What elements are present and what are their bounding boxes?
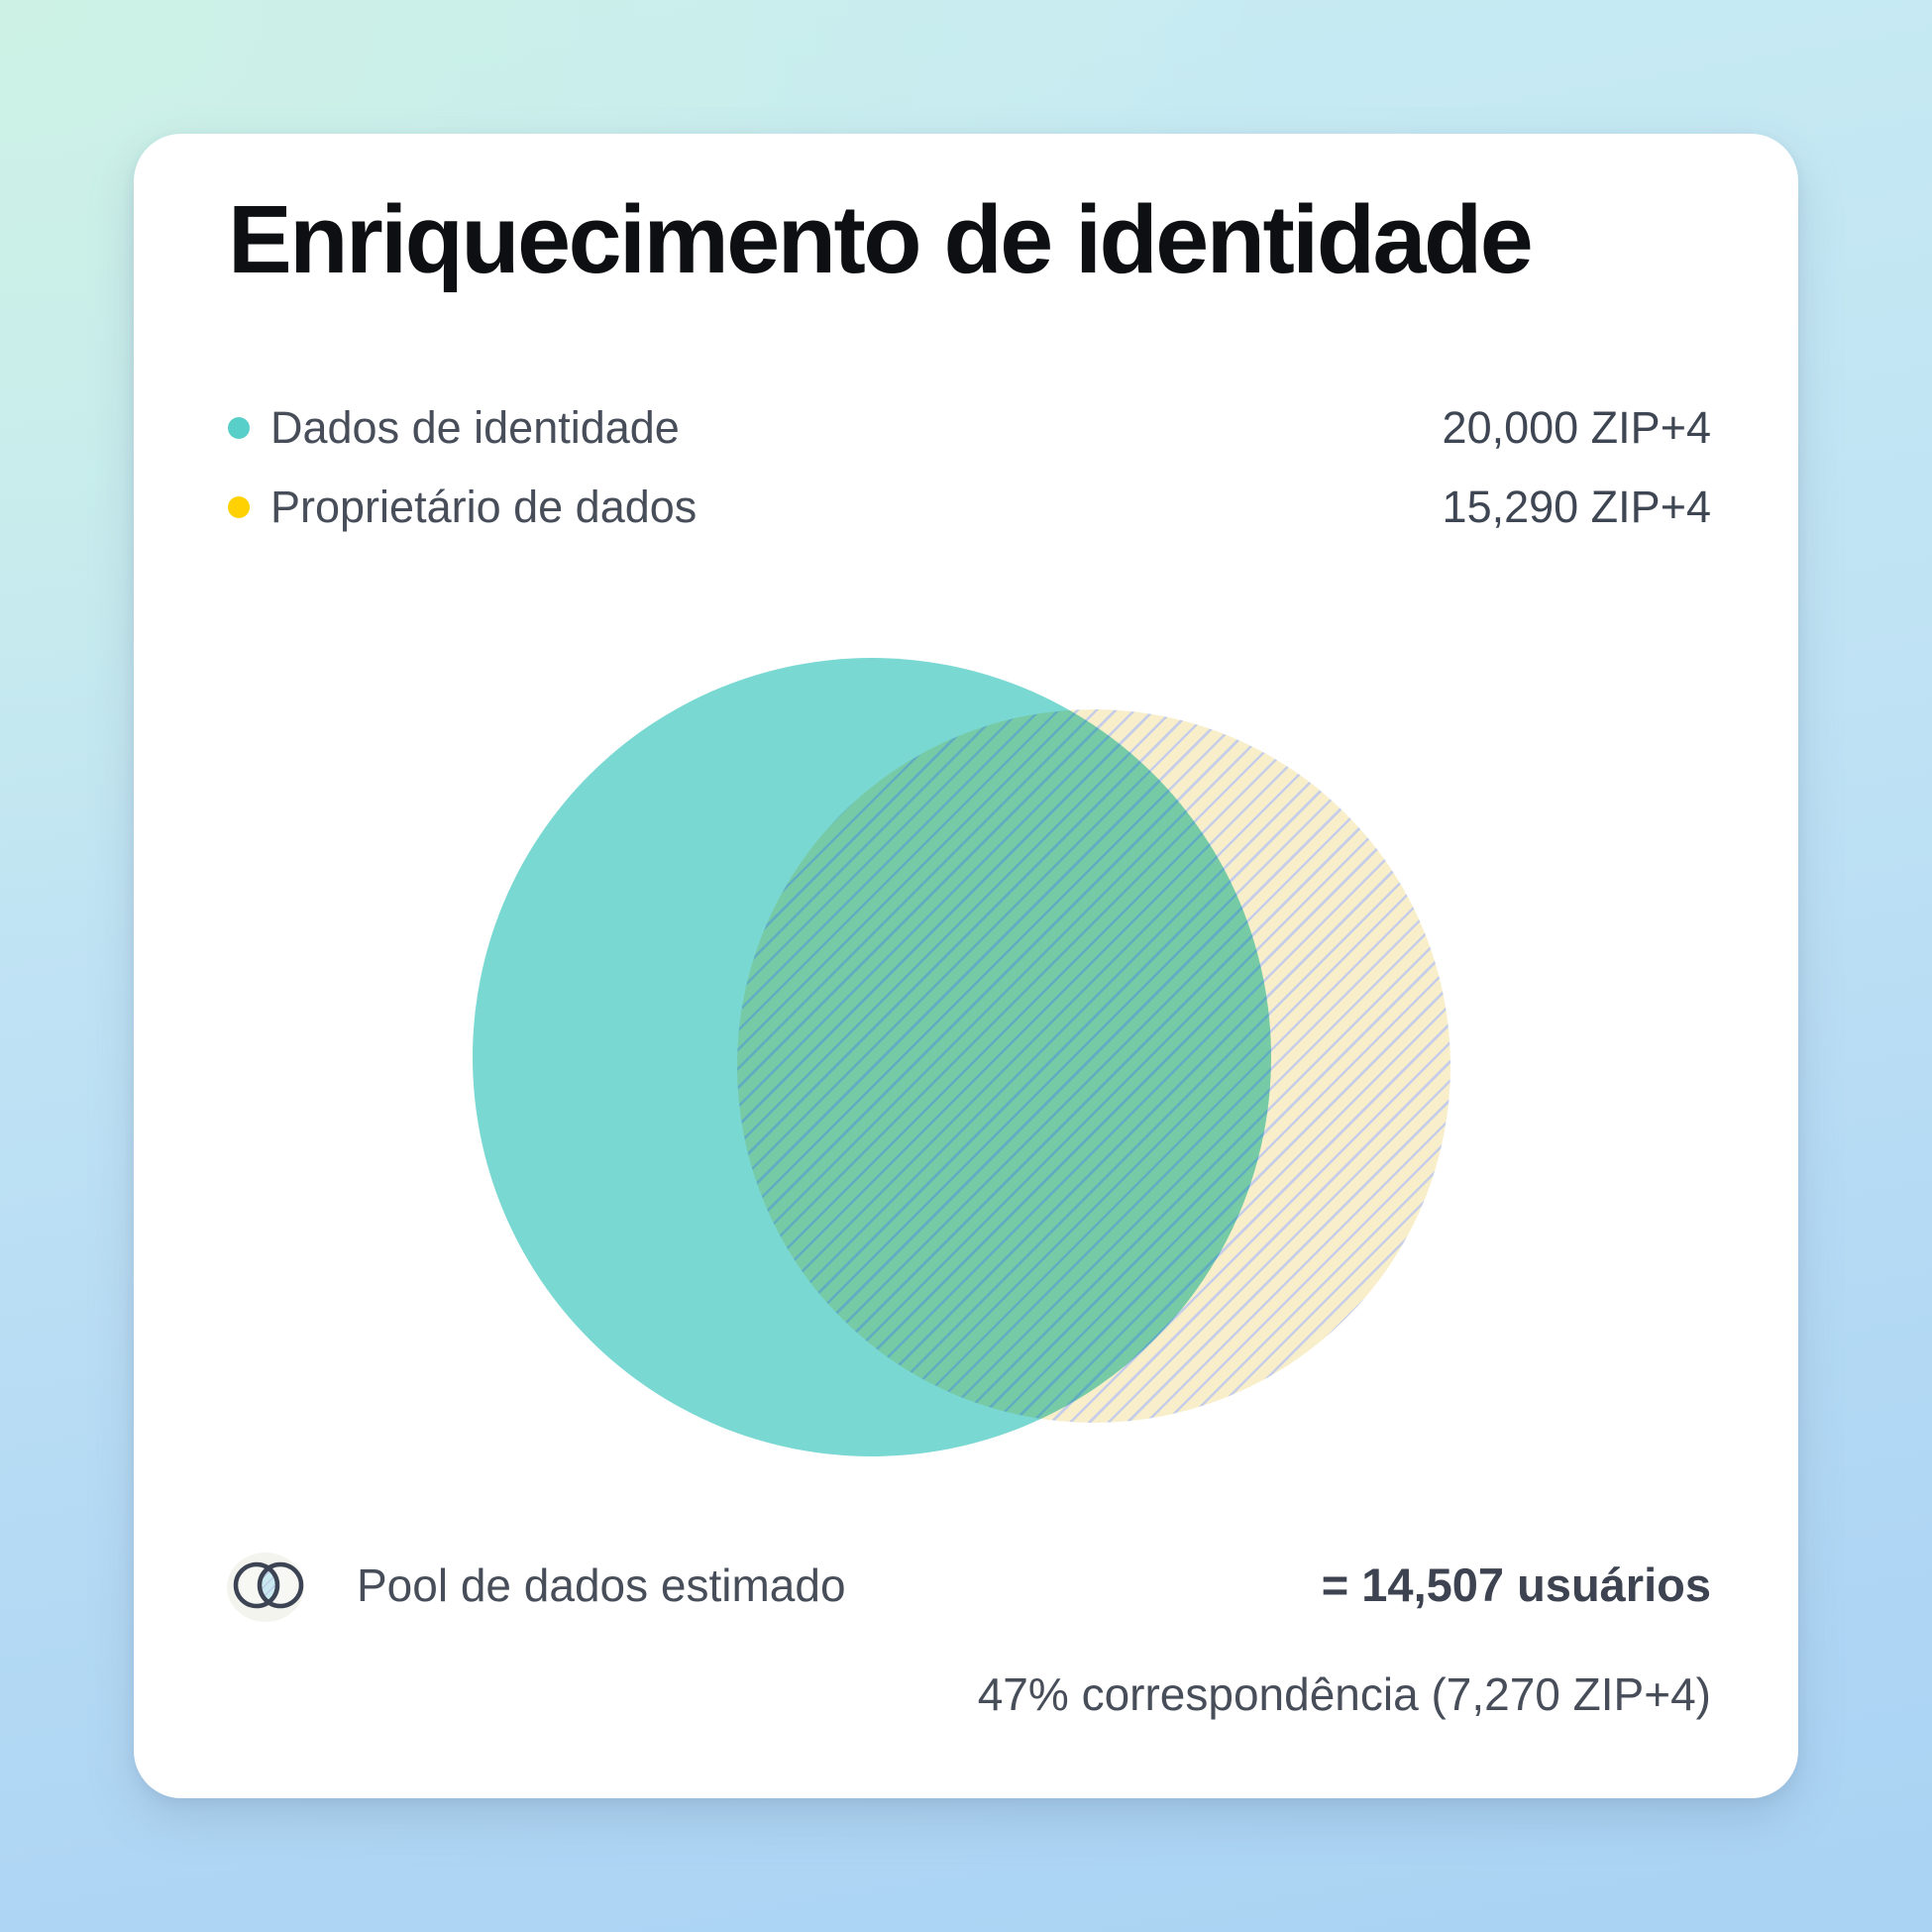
legend-value-identity-data: 20,000 ZIP+4 bbox=[1442, 402, 1711, 453]
data-owner-circle-hatched bbox=[737, 709, 1450, 1423]
legend-row-identity-data: Dados de identidade 20,000 ZIP+4 bbox=[228, 398, 1711, 458]
yellow-dot-icon bbox=[228, 496, 250, 518]
teal-dot-icon bbox=[228, 417, 250, 439]
match-percentage-value: 47% correspondência (7,270 ZIP+4) bbox=[977, 1668, 1711, 1720]
legend-label-identity-data: Dados de identidade bbox=[270, 402, 680, 453]
legend-value-data-owner: 15,290 ZIP+4 bbox=[1442, 482, 1711, 532]
venn-overlap-icon bbox=[227, 1553, 304, 1622]
footer-pool-label: Pool de dados estimado bbox=[357, 1559, 846, 1611]
legend-label-data-owner: Proprietário de dados bbox=[270, 482, 698, 532]
estimated-users-value: = 14,507 usuários bbox=[1321, 1558, 1711, 1611]
page-title: Enriquecimento de identidade bbox=[228, 185, 1534, 293]
identity-data-circle bbox=[473, 658, 1271, 1456]
identity-enrichment-card: Enriquecimento de identidade Dados de id… bbox=[134, 134, 1798, 1798]
legend-row-data-owner: Proprietário de dados 15,290 ZIP+4 bbox=[228, 478, 1711, 537]
footer-pool-row: Pool de dados estimado bbox=[226, 1536, 846, 1635]
